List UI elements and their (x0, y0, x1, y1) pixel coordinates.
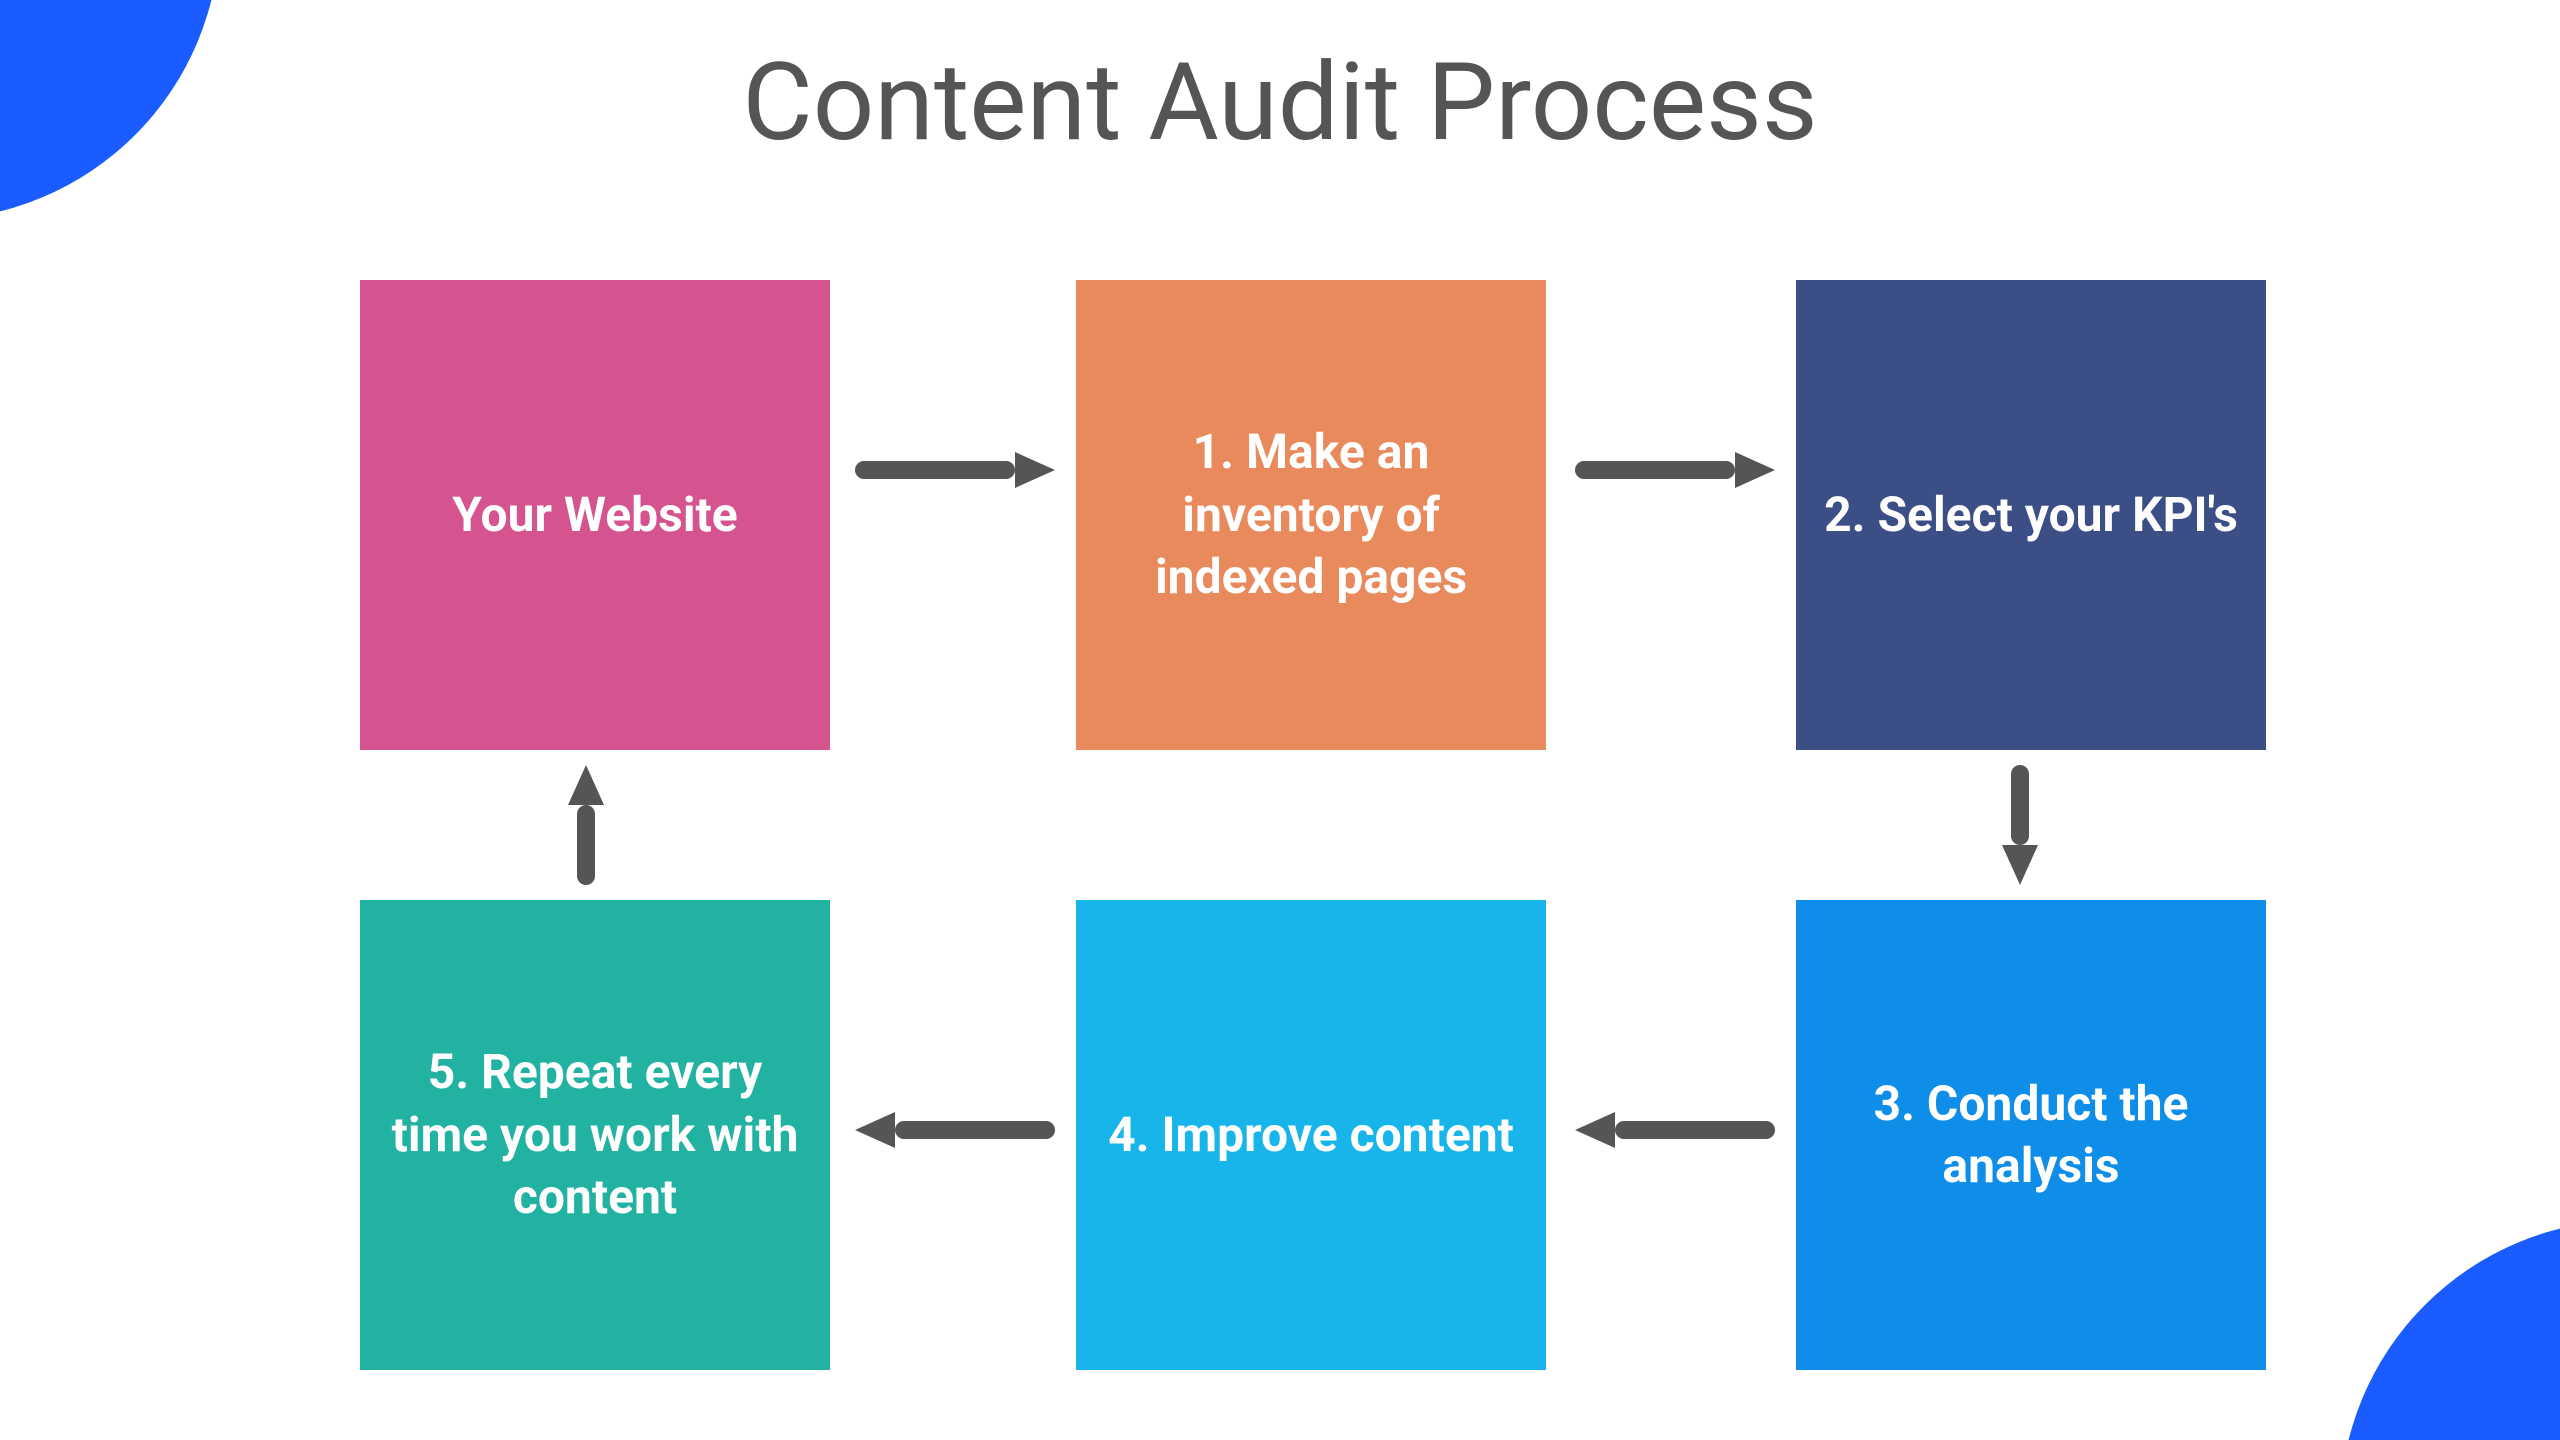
box-label: 3. Conduct the analysis (1816, 1073, 2246, 1198)
arrow-start-step1 (855, 452, 1055, 488)
box-label: 1. Make an inventory of indexed pages (1096, 421, 1526, 608)
arrow-step4-step5 (855, 1112, 1055, 1148)
arrow-step5-start (568, 765, 604, 885)
box-step5: 5. Repeat every time you work with conte… (360, 900, 830, 1370)
box-start: Your Website (360, 280, 830, 750)
box-label: 2. Select your KPI's (1824, 484, 2238, 546)
box-step2: 2. Select your KPI's (1796, 280, 2266, 750)
page-title: Content Audit Process (0, 40, 2560, 166)
box-step1: 1. Make an inventory of indexed pages (1076, 280, 1546, 750)
arrow-step3-step4 (1575, 1112, 1775, 1148)
box-label: 5. Repeat every time you work with conte… (380, 1041, 810, 1228)
box-step4: 4. Improve content (1076, 900, 1546, 1370)
arrow-step1-step2 (1575, 452, 1775, 488)
diagram-stage: Content Audit Process Your Website 1. Ma… (0, 0, 2560, 1440)
box-label: 4. Improve content (1108, 1104, 1514, 1166)
box-step3: 3. Conduct the analysis (1796, 900, 2266, 1370)
arrow-step2-step3 (2002, 765, 2038, 885)
box-label: Your Website (452, 484, 737, 546)
